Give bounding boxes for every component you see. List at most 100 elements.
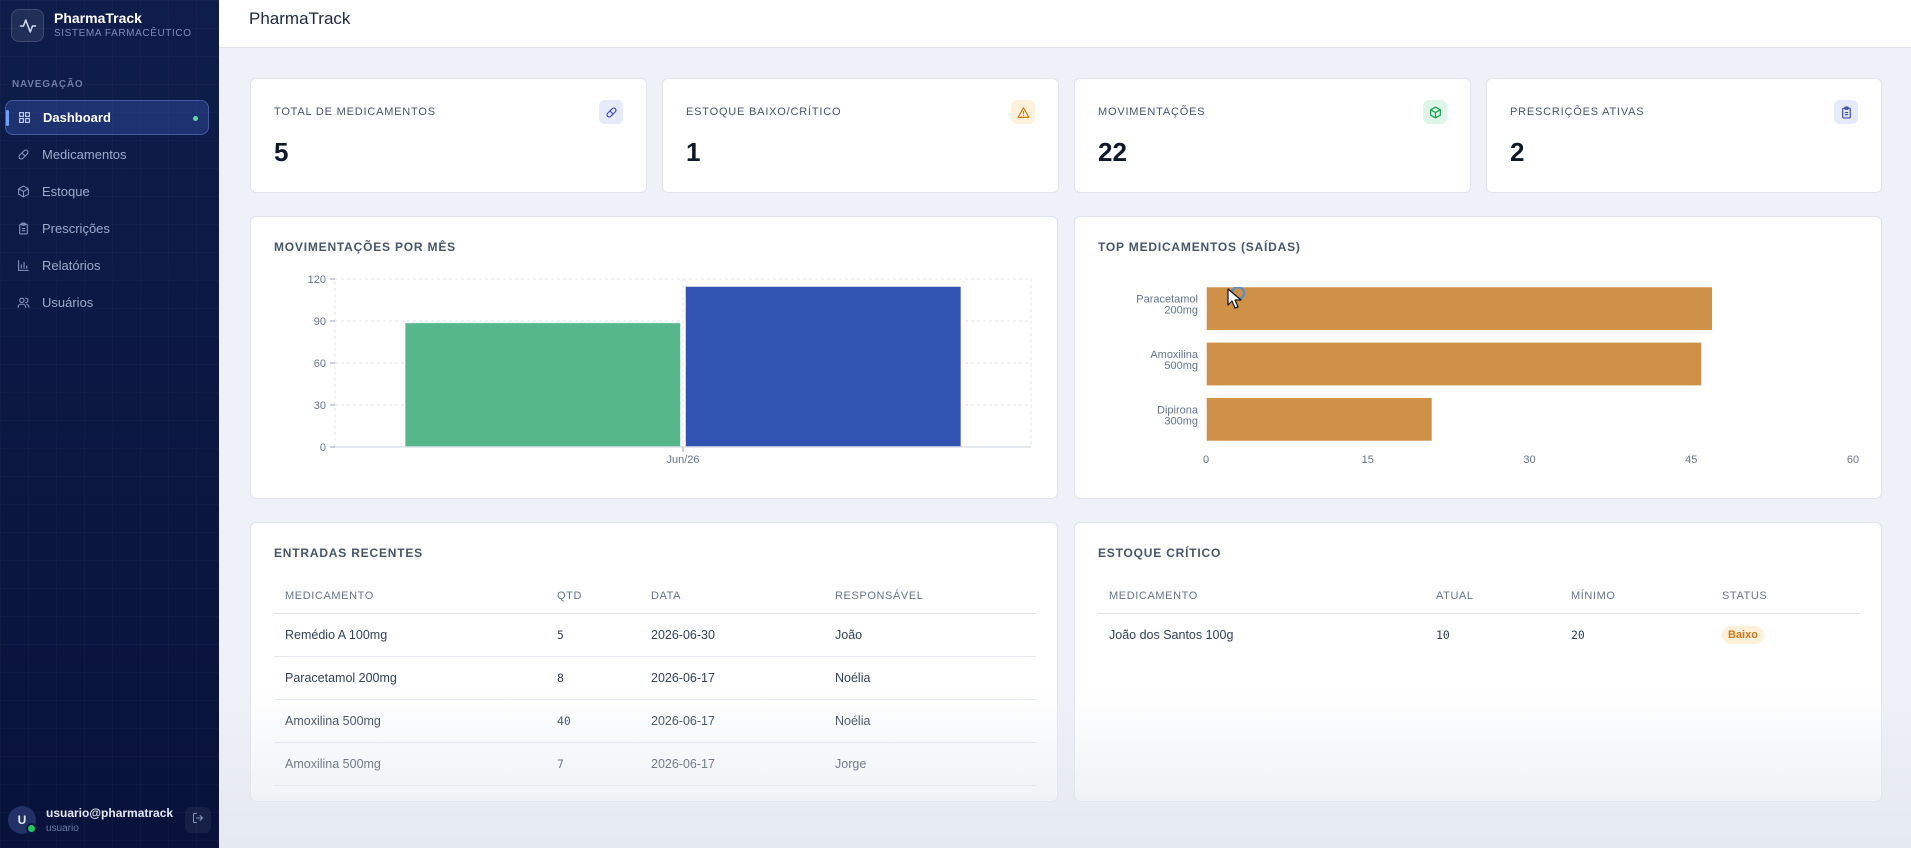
sidebar-item-label: Usuários	[42, 295, 94, 310]
pill-icon	[599, 100, 623, 124]
user-profile[interactable]: U usuario@pharmatrack usuario	[8, 800, 211, 840]
nav-heading: NAVEGAÇÃO	[12, 79, 84, 90]
grid-icon	[17, 111, 31, 125]
column-header: MÍNIMO	[1560, 579, 1711, 614]
recent-entries-card: ENTRADAS RECENTES MEDICAMENTO QTD DATA R…	[250, 522, 1058, 802]
table-cell: 2026-06-17	[640, 656, 824, 700]
sidebar: PharmaTrack SISTEMA FARMACÊUTICO NAVEGAÇ…	[0, 0, 219, 848]
stat-label: TOTAL DE MEDICAMENTOS	[274, 106, 436, 118]
column-header: STATUS	[1711, 579, 1860, 614]
column-header: RESPONSÁVEL	[824, 579, 1036, 614]
table-cell: 5	[546, 613, 640, 657]
bar	[403, 321, 682, 448]
stat-value: 22	[1098, 137, 1127, 167]
y-tick-label: 90	[314, 316, 326, 328]
table-cell: Jorge	[824, 742, 1036, 786]
stat-value: 2	[1510, 137, 1525, 167]
bar-chart-icon	[16, 259, 30, 273]
y-tick-label: 500mg	[1164, 360, 1198, 372]
user-email: usuario@pharmatrack	[46, 806, 174, 820]
y-tick-label: 200mg	[1164, 305, 1198, 317]
y-tick-label: Paracetamol	[1136, 294, 1198, 306]
bar	[1205, 341, 1703, 387]
y-tick-label: 300mg	[1164, 415, 1198, 427]
monthly-bar-chart: 0 30 60 90 120 Jun/26	[308, 274, 1032, 466]
table-cell: 8	[546, 656, 640, 700]
sidebar-item-label: Prescrições	[42, 221, 110, 236]
top-medicamentos-chart: Paracetamol200mgAmoxilina500mgDipirona30…	[1136, 285, 1859, 466]
activity-icon	[11, 9, 44, 42]
table-title: ESTOQUE CRÍTICO	[1098, 546, 1222, 560]
page-title: PharmaTrack	[249, 9, 351, 28]
table-header-row: MEDICAMENTO ATUAL MÍNIMO STATUS	[1098, 579, 1860, 614]
table-title: ENTRADAS RECENTES	[274, 546, 423, 560]
sidebar-nav: Dashboard Medicamentos Estoque Prescriçõ…	[5, 100, 209, 322]
user-role: usuario	[46, 823, 79, 834]
box-icon	[16, 185, 30, 199]
table-cell: 20	[1571, 627, 1585, 642]
column-header: QTD	[546, 579, 640, 614]
table-cell: João dos Santos 100g	[1109, 627, 1234, 642]
clipboard-icon	[1834, 100, 1858, 124]
sidebar-item-estoque[interactable]: Estoque	[5, 174, 209, 209]
y-tick-label: 120	[308, 274, 326, 286]
chart-card-monthly: MOVIMENTAÇÕES POR MÊS 0 30 60 90 120 Jun/26	[250, 216, 1058, 499]
column-header: MEDICAMENTO	[274, 579, 546, 614]
box-icon	[1423, 100, 1447, 124]
brand-name: PharmaTrack	[54, 10, 142, 26]
table-row[interactable]: João dos Santos 100g 10 20 Baixo	[1098, 613, 1860, 656]
bar	[1205, 285, 1714, 332]
sidebar-item-medicamentos[interactable]: Medicamentos	[5, 137, 209, 172]
x-tick-label: 60	[1847, 454, 1859, 466]
x-tick-label: 0	[1203, 454, 1209, 466]
top-header: PharmaTrack	[219, 0, 1911, 48]
bar	[1205, 396, 1434, 443]
mouse-cursor-icon	[1226, 285, 1252, 318]
column-header: DATA	[640, 579, 824, 614]
x-tick-label: 15	[1362, 454, 1374, 466]
column-header: ATUAL	[1425, 579, 1560, 614]
brand-subtitle: SISTEMA FARMACÊUTICO	[54, 28, 192, 39]
column-header: MEDICAMENTO	[1098, 579, 1425, 614]
stat-card-total-medicamentos: TOTAL DE MEDICAMENTOS 5	[250, 78, 647, 193]
logout-button[interactable]	[185, 807, 211, 833]
table-row[interactable]: Amoxilina 500mg 7 2026-06-17 Jorge	[274, 742, 1036, 786]
stat-card-movimentacoes: MOVIMENTAÇÕES 22	[1074, 78, 1471, 193]
table-row[interactable]: Amoxilina 500mg 40 2026-06-17 Noélia	[274, 699, 1036, 743]
table-cell: Noélia	[824, 656, 1036, 700]
table-cell: Paracetamol 200mg	[274, 656, 546, 700]
bar	[684, 285, 963, 448]
table-cell: 2026-06-17	[640, 742, 824, 786]
recent-entries-table: MEDICAMENTO QTD DATA RESPONSÁVEL Remédio…	[274, 579, 1036, 786]
sidebar-item-relatorios[interactable]: Relatórios	[5, 248, 209, 283]
stat-label: PRESCRIÇÕES ATIVAS	[1510, 106, 1645, 118]
critical-stock-table: MEDICAMENTO ATUAL MÍNIMO STATUS João dos…	[1098, 579, 1860, 656]
sidebar-item-label: Dashboard	[43, 110, 111, 125]
chart-card-top-medicamentos: TOP MEDICAMENTOS (SAÍDAS) Paracetamol 200…	[1074, 216, 1882, 499]
sidebar-item-label: Estoque	[42, 184, 90, 199]
table-cell: 10	[1436, 627, 1450, 642]
table-cell: 40	[546, 699, 640, 743]
sidebar-item-dashboard[interactable]: Dashboard	[5, 100, 209, 135]
critical-stock-card: ESTOQUE CRÍTICO MEDICAMENTO ATUAL MÍNIMO…	[1074, 522, 1882, 802]
sidebar-item-usuarios[interactable]: Usuários	[5, 285, 209, 320]
table-cell: 7	[546, 742, 640, 786]
logout-icon	[192, 811, 204, 829]
y-tick-label: Dipirona	[1157, 404, 1199, 416]
sidebar-item-prescricoes[interactable]: Prescrições	[5, 211, 209, 246]
brand[interactable]: PharmaTrack SISTEMA FARMACÊUTICO	[11, 9, 192, 42]
table-header-row: MEDICAMENTO QTD DATA RESPONSÁVEL	[274, 579, 1036, 614]
avatar: U	[8, 806, 37, 834]
active-indicator	[193, 116, 198, 121]
status-badge: Baixo	[1722, 625, 1764, 644]
y-tick-label: 30	[314, 400, 326, 412]
x-tick-label: 45	[1685, 454, 1697, 466]
pill-icon	[16, 148, 30, 162]
table-row[interactable]: Remédio A 100mg 5 2026-06-30 João	[274, 613, 1036, 657]
stat-value: 1	[686, 137, 701, 167]
table-cell: 2026-06-17	[640, 699, 824, 743]
table-row[interactable]: Paracetamol 200mg 8 2026-06-17 Noélia	[274, 656, 1036, 700]
stat-value: 5	[274, 137, 289, 167]
table-cell: Noélia	[824, 699, 1036, 743]
table-cell: 2026-06-30	[640, 613, 824, 657]
